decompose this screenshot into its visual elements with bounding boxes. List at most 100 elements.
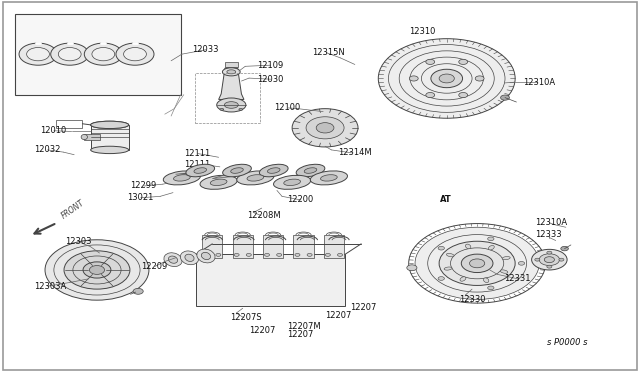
Text: 12303A: 12303A [34, 282, 66, 291]
Text: 12010: 12010 [40, 126, 66, 135]
Circle shape [461, 254, 493, 273]
Polygon shape [286, 169, 318, 179]
Text: 12310A: 12310A [536, 218, 568, 227]
Circle shape [216, 253, 221, 256]
Ellipse shape [225, 102, 238, 108]
Text: 12299: 12299 [130, 182, 156, 190]
Circle shape [518, 262, 525, 265]
Ellipse shape [239, 109, 243, 110]
Text: 12111: 12111 [184, 160, 210, 169]
Circle shape [407, 265, 417, 271]
Circle shape [83, 262, 111, 278]
Ellipse shape [500, 270, 508, 273]
Circle shape [470, 259, 484, 268]
Polygon shape [212, 169, 244, 179]
Circle shape [316, 123, 334, 133]
Circle shape [426, 93, 435, 97]
Ellipse shape [296, 164, 325, 177]
Circle shape [292, 109, 358, 147]
Circle shape [124, 48, 147, 61]
Circle shape [276, 253, 282, 256]
Circle shape [92, 48, 115, 61]
Circle shape [264, 253, 269, 256]
Circle shape [415, 227, 540, 299]
Text: 12111: 12111 [184, 149, 210, 158]
Circle shape [378, 39, 515, 118]
Circle shape [459, 93, 468, 97]
Ellipse shape [91, 121, 129, 129]
Ellipse shape [223, 68, 240, 76]
Circle shape [559, 258, 564, 261]
Circle shape [561, 246, 568, 251]
Circle shape [234, 253, 239, 256]
Text: 12033: 12033 [192, 45, 218, 54]
Circle shape [547, 251, 552, 254]
Circle shape [426, 59, 435, 64]
Ellipse shape [502, 257, 510, 260]
Circle shape [535, 258, 540, 261]
Text: 12310A: 12310A [523, 78, 555, 87]
Ellipse shape [488, 246, 494, 250]
Ellipse shape [168, 256, 177, 263]
Circle shape [439, 241, 515, 285]
Circle shape [51, 43, 89, 65]
Text: FRONT: FRONT [60, 199, 86, 221]
Text: 12314M: 12314M [338, 148, 371, 157]
Ellipse shape [211, 179, 227, 186]
Text: 12207S: 12207S [230, 313, 262, 323]
Circle shape [325, 253, 330, 256]
Ellipse shape [465, 244, 471, 249]
Circle shape [337, 253, 342, 256]
Bar [196, 254, 346, 306]
Circle shape [438, 277, 444, 280]
Circle shape [84, 43, 122, 65]
Text: 12207: 12207 [287, 330, 314, 339]
Circle shape [204, 253, 209, 256]
Text: 12207: 12207 [325, 311, 351, 320]
Text: 12333: 12333 [536, 230, 562, 239]
Ellipse shape [164, 253, 182, 267]
Polygon shape [249, 169, 282, 174]
Bar [91, 125, 129, 150]
Ellipse shape [91, 121, 129, 129]
Ellipse shape [460, 277, 466, 281]
Circle shape [488, 286, 494, 290]
Ellipse shape [185, 254, 194, 262]
Bar [56, 120, 83, 128]
Ellipse shape [81, 134, 88, 140]
Text: AT: AT [440, 196, 452, 205]
Circle shape [476, 76, 484, 81]
Text: 12100: 12100 [275, 103, 301, 112]
Circle shape [58, 48, 81, 61]
Polygon shape [175, 169, 208, 174]
Text: 12032: 12032 [34, 145, 60, 154]
Ellipse shape [247, 175, 264, 181]
Bar [225, 61, 237, 67]
Circle shape [459, 59, 468, 64]
Ellipse shape [230, 168, 243, 173]
Ellipse shape [227, 70, 236, 74]
Ellipse shape [304, 168, 317, 173]
Circle shape [64, 251, 130, 289]
Circle shape [116, 43, 154, 65]
Circle shape [295, 253, 300, 256]
Circle shape [500, 95, 509, 100]
Circle shape [19, 43, 57, 65]
Bar [263, 235, 284, 258]
Text: 12207M: 12207M [287, 322, 321, 331]
Ellipse shape [284, 179, 301, 186]
Text: 13021: 13021 [127, 193, 153, 202]
Ellipse shape [202, 252, 211, 260]
Ellipse shape [447, 253, 454, 257]
Circle shape [90, 266, 104, 275]
Bar [293, 235, 314, 258]
Ellipse shape [237, 171, 274, 185]
Circle shape [410, 76, 418, 81]
Ellipse shape [310, 171, 348, 185]
Ellipse shape [194, 168, 207, 173]
Polygon shape [219, 68, 244, 99]
Ellipse shape [186, 164, 214, 177]
Circle shape [438, 246, 444, 250]
Circle shape [307, 253, 312, 256]
Circle shape [488, 237, 494, 241]
